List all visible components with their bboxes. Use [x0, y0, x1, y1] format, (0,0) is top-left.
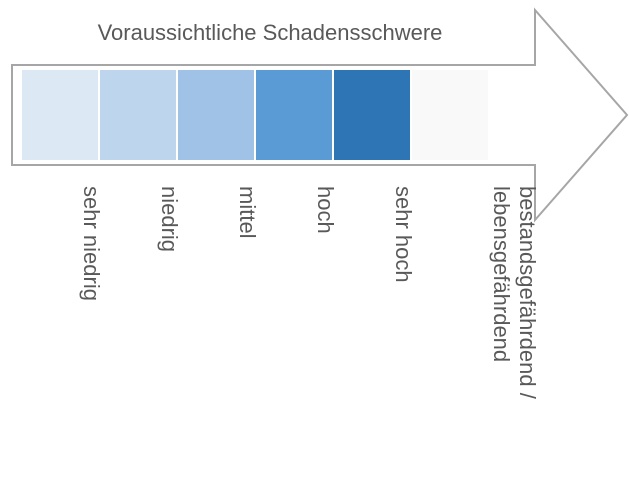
level-swatch: [256, 70, 332, 160]
level-label: sehr hoch: [391, 186, 416, 283]
level-swatch: [22, 70, 98, 160]
level-label: lebensgefährdend: [489, 186, 514, 362]
level-label: niedrig: [157, 186, 182, 252]
level-label: mittel: [235, 186, 260, 239]
level-swatch: [412, 70, 488, 160]
level-label: bestandsgefährdend /: [515, 186, 540, 400]
level-swatch: [100, 70, 176, 160]
title: Voraussichtliche Schadensschwere: [98, 20, 443, 45]
level-swatch: [334, 70, 410, 160]
level-label: sehr niedrig: [79, 186, 104, 301]
scale: sehr niedrig niedrig mittel hoch sehr hoch be…: [22, 70, 540, 400]
level-swatch: [178, 70, 254, 160]
level-label: hoch: [313, 186, 338, 234]
